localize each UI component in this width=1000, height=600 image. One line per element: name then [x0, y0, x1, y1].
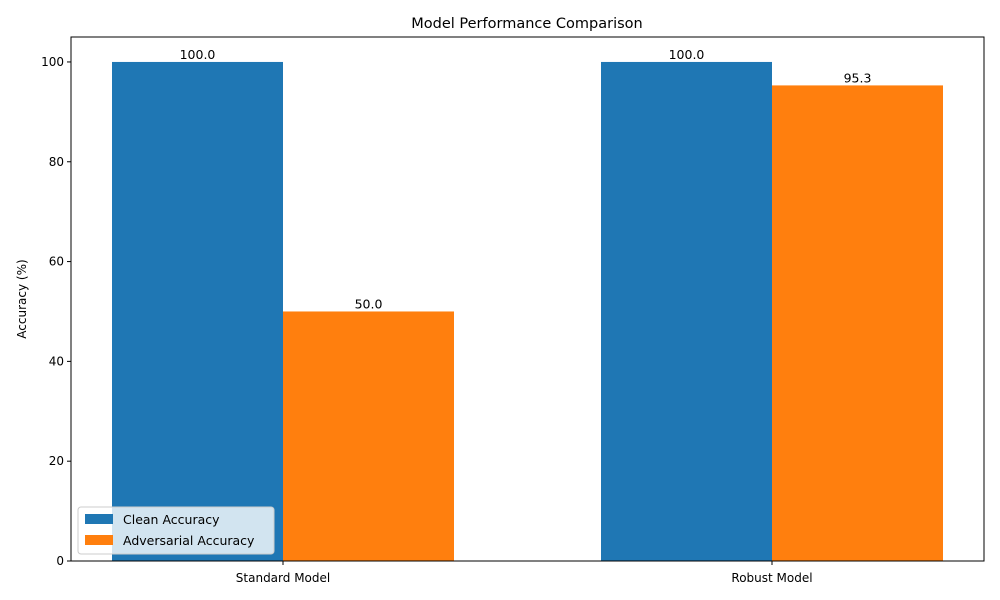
legend-swatch-1 — [85, 535, 113, 545]
y-axis: 0 20 40 60 80 100 — [41, 55, 71, 568]
data-label-0-0: 100.0 — [180, 47, 216, 62]
x-tick-label: Standard Model — [236, 571, 330, 585]
bars-group — [112, 61, 943, 561]
data-labels-group: 100.0 50.0 100.0 95.3 — [180, 47, 872, 312]
legend-swatch-0 — [85, 514, 113, 524]
y-tick-label: 40 — [49, 354, 64, 368]
legend-entry-1: Adversarial Accuracy — [123, 533, 255, 548]
bar-1-1 — [772, 85, 943, 561]
data-label-1-0: 50.0 — [355, 296, 383, 311]
chart-title: Model Performance Comparison — [411, 16, 642, 32]
bar-0-1 — [601, 61, 772, 561]
bar-0-0 — [112, 61, 283, 561]
x-tick-label: Robust Model — [731, 571, 812, 585]
y-tick-label: 100 — [41, 55, 64, 69]
legend-entry-0: Clean Accuracy — [123, 512, 220, 527]
y-tick-label: 20 — [49, 454, 64, 468]
bar-1-0 — [283, 311, 454, 561]
y-tick-label: 80 — [49, 155, 64, 169]
y-axis-label: Accuracy (%) — [15, 259, 29, 338]
plot-frame — [70, 36, 985, 562]
legend: Clean Accuracy Adversarial Accuracy — [77, 506, 275, 555]
y-tick-label: 0 — [56, 554, 64, 568]
x-axis: Standard Model Robust Model — [236, 561, 813, 585]
y-tick-label: 60 — [49, 255, 64, 269]
data-label-0-1: 100.0 — [669, 47, 705, 62]
legend-box — [77, 506, 275, 555]
data-label-1-1: 95.3 — [844, 70, 872, 85]
